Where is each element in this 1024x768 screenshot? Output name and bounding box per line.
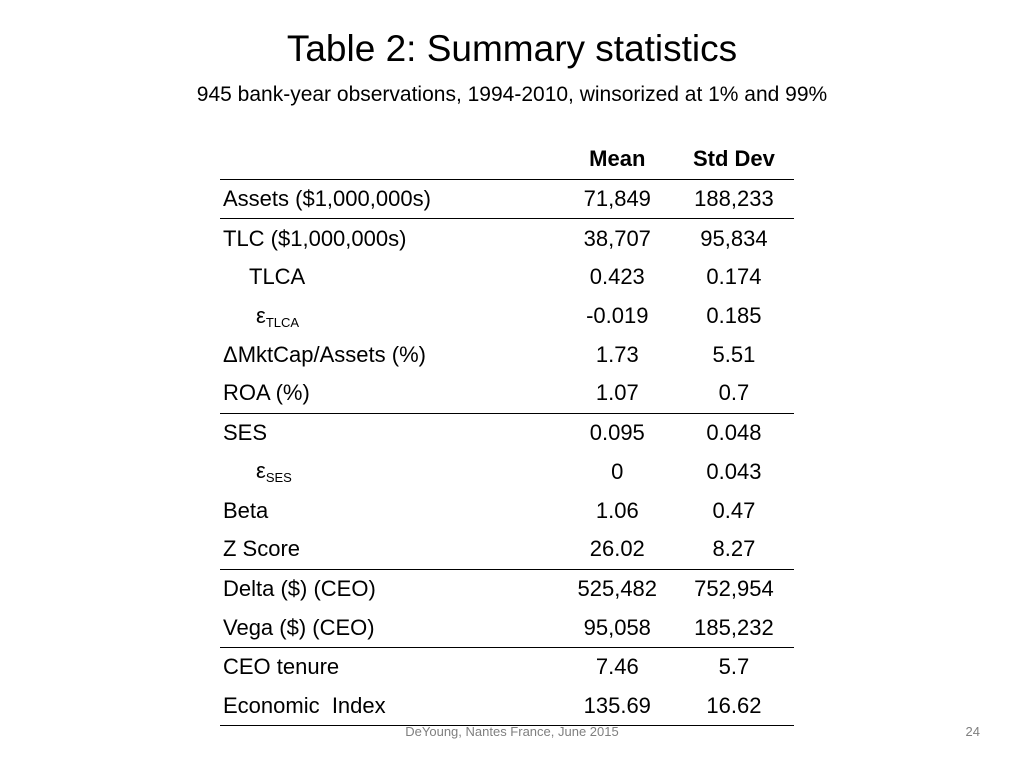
table-row: Z Score 26.02 8.27 [220,529,794,570]
header-mean: Mean [560,140,674,180]
row-mean: 1.07 [560,374,674,414]
row-label: Economic Index [220,686,561,727]
table-row: Vega ($) (CEO) 95,058 185,232 [220,608,794,648]
row-label: Vega ($) (CEO) [220,608,561,648]
summary-statistics-table: Mean Std Dev Assets ($1,000,000s) 71,849… [220,140,794,727]
row-mean: 71,849 [560,179,674,220]
epsilon-symbol: ε [256,302,266,328]
row-std: 752,954 [694,575,774,601]
row-std: 0.7 [673,374,794,414]
row-mean: -0.019 [586,303,649,329]
table-row: ΔMktCap/Assets (%) 1.73 5.51 [220,335,794,374]
row-label: CEO tenure [223,654,340,680]
row-std: 95,834 [700,225,768,251]
row-mean: 7.46 [595,654,639,680]
row-label: TLCA [249,264,306,290]
epsilon-subscript: SES [265,470,292,486]
row-mean: 26.02 [560,529,674,570]
table-row: Assets ($1,000,000s) 71,849 188,233 [220,179,794,220]
row-std: 5.7 [718,654,750,680]
slide-number: 24 [965,724,980,739]
row-mean: 525,482 [577,575,658,601]
row-mean: 38,707 [583,225,651,251]
slide-title: Table 2: Summary statistics [286,28,738,69]
row-std: 0.174 [706,264,762,290]
row-std: 185,232 [673,608,794,648]
table-row: Delta ($) (CEO) 525,482 752,954 [220,569,794,608]
row-std: 0.048 [706,420,762,446]
table-row: CEO tenure 7.46 5.7 [220,647,794,686]
row-std: 8.27 [673,529,794,570]
table-row: ROA (%) 1.07 0.7 [220,374,794,414]
table-header-row: Mean Std Dev [220,140,794,180]
row-mean: 95,058 [560,608,674,648]
table-row: Beta 1.06 0.47 [220,491,794,530]
epsilon-symbol: ε [256,458,266,484]
row-label-epsilon: εSES [220,453,561,492]
row-std: 0.185 [706,303,762,329]
header-label-blank [220,140,561,180]
row-std: 188,233 [673,179,794,220]
row-std: 16.62 [673,686,794,727]
row-mean: 135.69 [560,686,674,727]
table-row: εTLCA -0.019 0.185 [220,297,794,336]
epsilon-subscript: TLCA [265,314,300,330]
row-label-epsilon: εTLCA [220,297,561,336]
slide-footer: DeYoung, Nantes France, June 2015 [405,724,619,739]
row-label: ΔMktCap/Assets (%) [223,341,426,367]
row-mean: 1.06 [595,497,639,523]
row-mean: 0.095 [589,420,645,446]
row-label: SES [223,420,268,446]
row-label: Assets ($1,000,000s) [220,179,561,220]
header-std-dev: Std Dev [673,140,794,180]
table-row: SES 0.095 0.048 [220,413,794,452]
row-label: Delta ($) (CEO) [223,575,376,601]
table-row: εSES 0 0.043 [220,453,794,492]
row-mean: 1.73 [595,341,639,367]
table-row: TLC ($1,000,000s) 38,707 95,834 [220,219,794,258]
row-mean: 0 [611,458,624,484]
row-mean: 0.423 [589,264,645,290]
row-std: 0.043 [706,458,762,484]
row-label: Z Score [220,529,561,570]
table-row: Economic Index 135.69 16.62 [220,686,794,727]
row-label: TLC ($1,000,000s) [223,225,407,251]
row-std: 0.47 [712,497,756,523]
row-label: ROA (%) [220,374,561,414]
row-label: Beta [223,497,269,523]
slide-subtitle: 945 bank-year observations, 1994-2010, w… [196,83,828,106]
table-row: TLCA 0.423 0.174 [220,258,794,297]
row-std: 5.51 [712,341,756,367]
